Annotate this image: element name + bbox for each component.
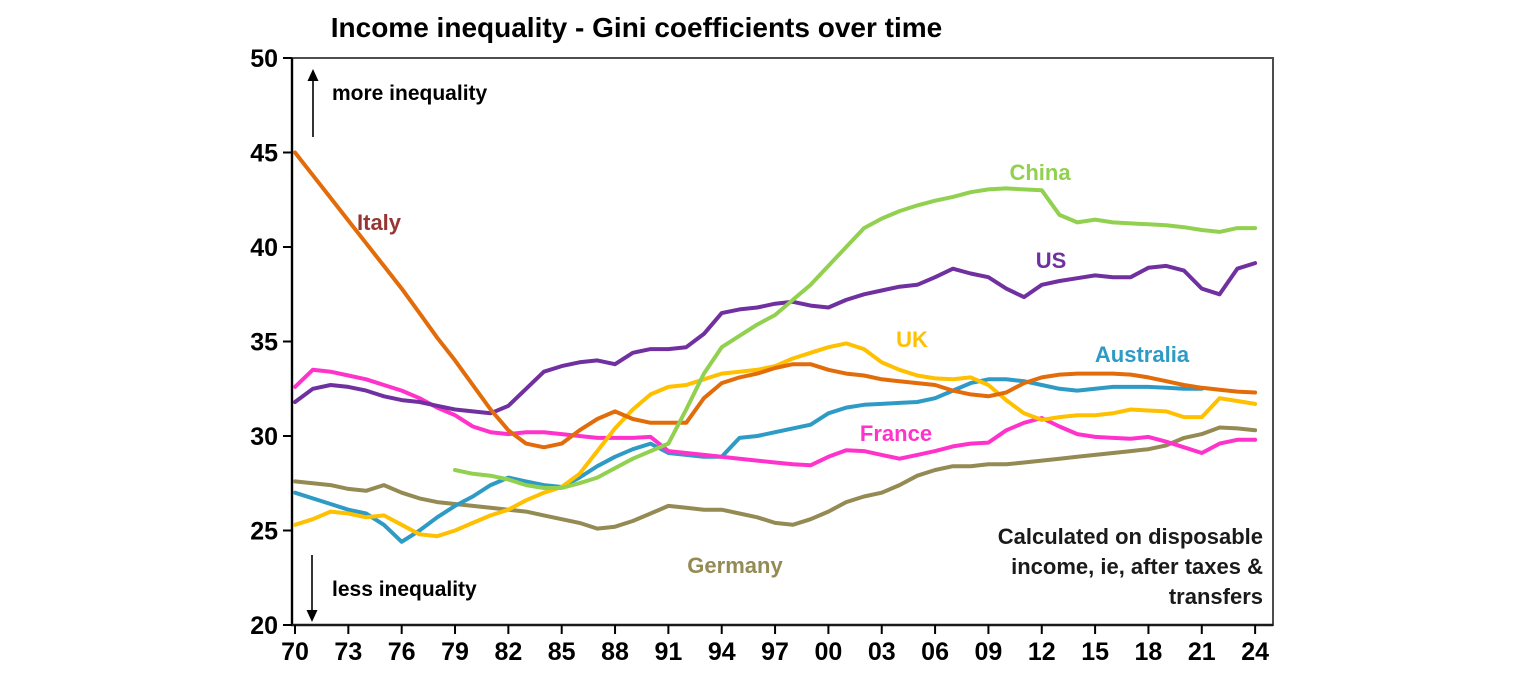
x-tick-label: 91	[654, 638, 682, 666]
series-label-germany: Germany	[687, 553, 783, 578]
series-line-australia	[293, 377, 1204, 544]
x-tick-label: 97	[761, 638, 789, 666]
x-tick-label: 94	[708, 638, 736, 666]
y-tick-label: 20	[250, 612, 278, 640]
less-inequality-annotation: less inequality	[332, 578, 477, 601]
y-tick-label: 45	[250, 140, 278, 168]
y-tick-label: 30	[250, 423, 278, 451]
x-tick-label: 24	[1241, 638, 1269, 666]
series-label-uk: UK	[896, 327, 928, 352]
series-label-us: US	[1035, 248, 1067, 273]
x-tick-label: 09	[975, 638, 1003, 666]
chart-title: Income inequality - Gini coefficients ov…	[330, 12, 943, 43]
x-tick-label: 79	[441, 638, 469, 666]
series-label-italy: Italy	[357, 210, 402, 235]
x-tick-label: 82	[494, 638, 522, 666]
y-tick-label: 35	[250, 329, 278, 357]
x-tick-label: 70	[281, 638, 309, 666]
y-tick-label: 50	[250, 45, 278, 73]
less-inequality-arrow-head	[306, 610, 318, 622]
x-tick-label: 76	[388, 638, 416, 666]
note-line-3: transfers	[1168, 584, 1263, 609]
x-tick-label: 06	[921, 638, 949, 666]
more-inequality-annotation: more inequality	[332, 82, 488, 105]
x-tick-label: 03	[868, 638, 896, 666]
x-tick-label: 12	[1028, 638, 1056, 666]
x-tick-label: 18	[1135, 638, 1163, 666]
series-line-germany	[293, 425, 1258, 531]
x-tick-label: 88	[601, 638, 629, 666]
x-tick-label: 21	[1188, 638, 1216, 666]
series-label-china: China	[1009, 160, 1071, 185]
series-line-italy	[293, 150, 1258, 450]
x-tick-label: 15	[1081, 638, 1109, 666]
calculation-note: Calculated on disposable income, ie, aft…	[998, 522, 1263, 612]
series-line-france	[293, 367, 1258, 468]
series-label-australia: Australia	[1094, 342, 1190, 367]
x-tick-label: 00	[814, 638, 842, 666]
y-tick-label: 40	[250, 234, 278, 262]
more-inequality-arrow-head	[307, 69, 319, 81]
y-tick-label: 25	[250, 518, 278, 546]
series-line-china	[453, 186, 1258, 490]
series-label-france: France	[859, 421, 933, 446]
series-line-us	[293, 261, 1258, 416]
note-line-2: income, ie, after taxes &	[1011, 554, 1263, 579]
note-line-1: Calculated on disposable	[997, 524, 1263, 549]
x-tick-label: 73	[334, 638, 362, 666]
x-tick-label: 85	[548, 638, 576, 666]
